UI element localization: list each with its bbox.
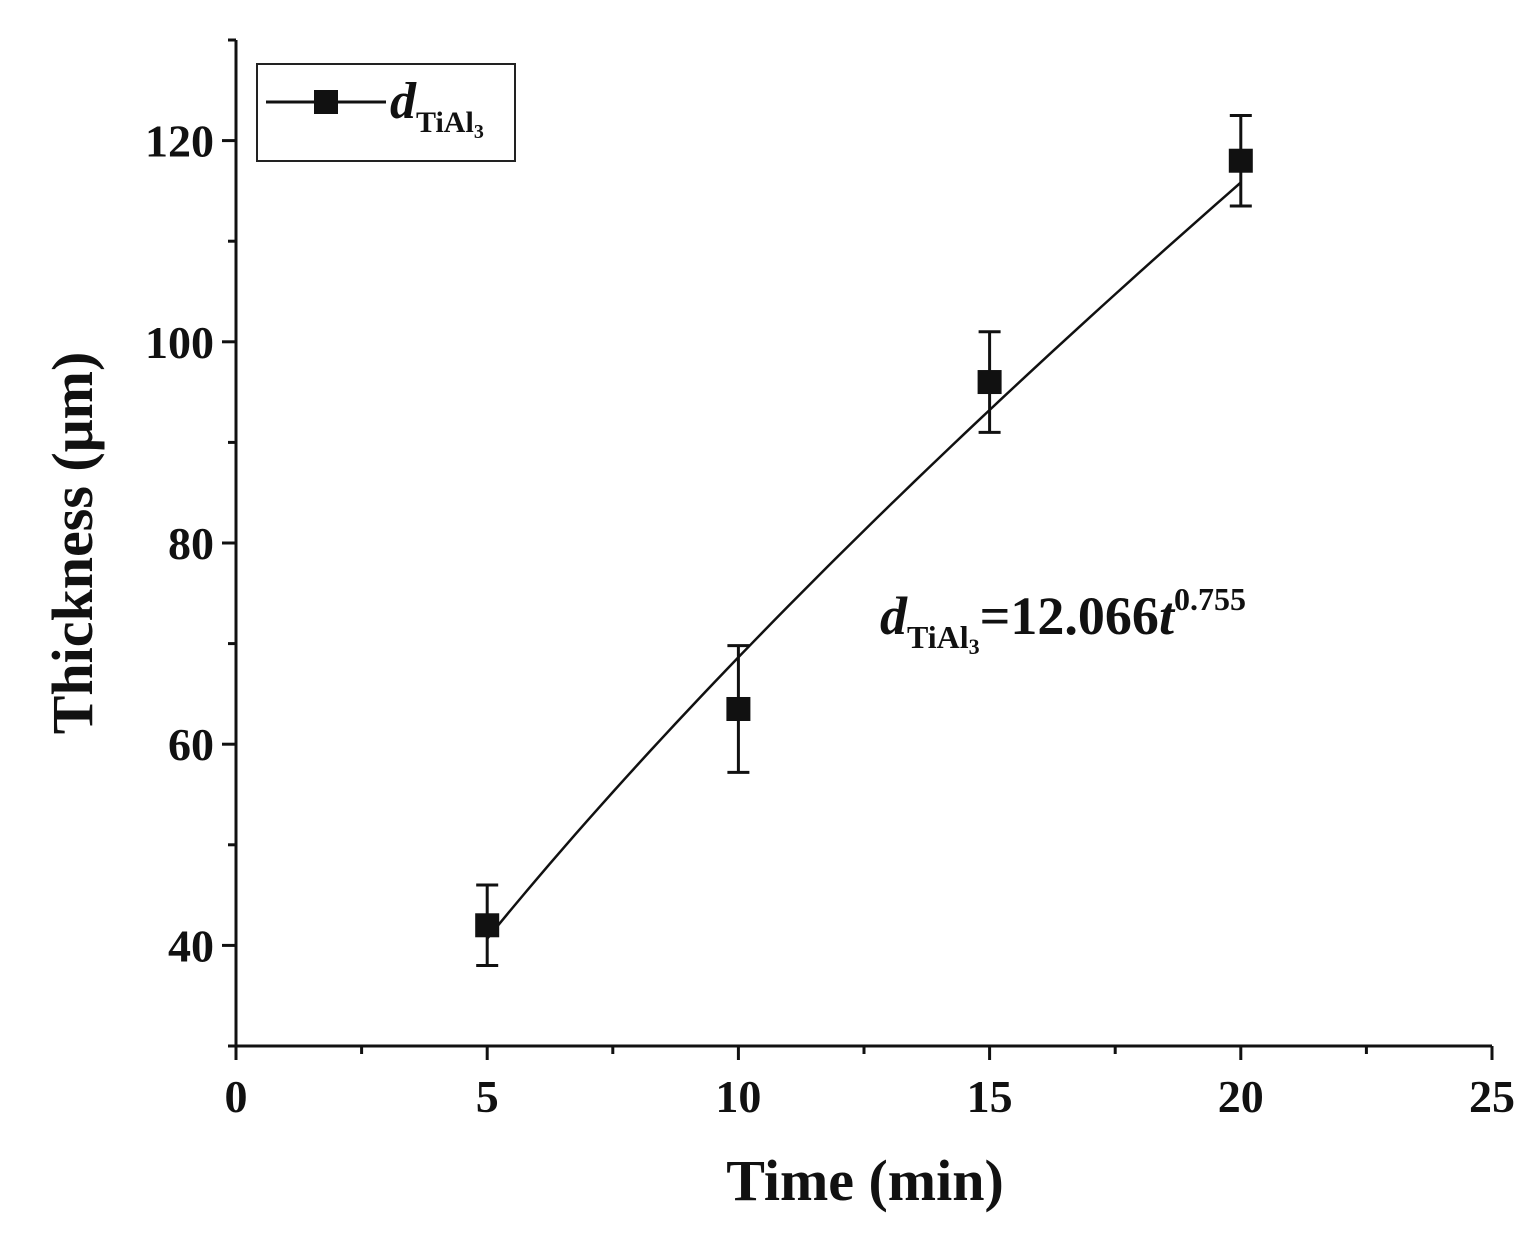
x-tick-label: 25 bbox=[1469, 1071, 1515, 1122]
y-tick-label: 60 bbox=[168, 719, 214, 770]
x-tick-label: 0 bbox=[225, 1071, 248, 1122]
x-axis-title: Time (min) bbox=[726, 1148, 1004, 1213]
fit-equation-coef: =12.066 bbox=[980, 586, 1159, 646]
fit-equation-subsub: 3 bbox=[969, 634, 980, 659]
legend-label: dTiAl3 bbox=[390, 73, 484, 143]
fit-equation-var: t bbox=[1159, 586, 1176, 646]
y-tick-label: 40 bbox=[168, 920, 214, 971]
x-tick-label: 20 bbox=[1218, 1071, 1264, 1122]
data-point bbox=[726, 696, 751, 721]
data-point bbox=[475, 913, 500, 938]
data-point-group bbox=[726, 644, 751, 774]
legend: dTiAl3 bbox=[256, 63, 516, 162]
tick-marks bbox=[222, 38, 1494, 1060]
y-tick-label: 100 bbox=[145, 317, 214, 368]
y-tick-label: 80 bbox=[168, 518, 214, 569]
data-point-group bbox=[977, 330, 1002, 434]
x-tick-label: 5 bbox=[476, 1071, 499, 1122]
legend-label-main: d bbox=[390, 73, 417, 130]
y-axis-title: Thickness (μm) bbox=[40, 352, 105, 735]
legend-label-sub: TiAl bbox=[416, 106, 474, 139]
tick-labels: 0 5 10 15 20 25 40 60 80 100 120 bbox=[145, 116, 1515, 1122]
x-tick-label: 10 bbox=[715, 1071, 761, 1122]
fit-equation-main: d bbox=[880, 586, 908, 646]
legend-box bbox=[256, 63, 516, 162]
data-point bbox=[977, 370, 1002, 395]
data-point-group bbox=[475, 883, 500, 968]
data-point-group bbox=[1228, 113, 1253, 208]
x-tick-label: 15 bbox=[967, 1071, 1013, 1122]
data-point bbox=[1228, 148, 1253, 173]
fit-equation-exp: 0.755 bbox=[1174, 581, 1246, 617]
fit-curve-layer bbox=[486, 181, 1242, 940]
legend-label-subsub: 3 bbox=[474, 121, 484, 143]
data-points-layer bbox=[475, 113, 1253, 968]
y-tick-label: 120 bbox=[145, 116, 214, 167]
axes bbox=[234, 40, 1492, 1048]
fit-equation: dTiAl3=12.066t0.755 bbox=[880, 581, 1246, 659]
legend-marker bbox=[314, 90, 338, 114]
fit-curve bbox=[486, 181, 1242, 940]
fit-equation-sub: TiAl bbox=[907, 619, 969, 655]
